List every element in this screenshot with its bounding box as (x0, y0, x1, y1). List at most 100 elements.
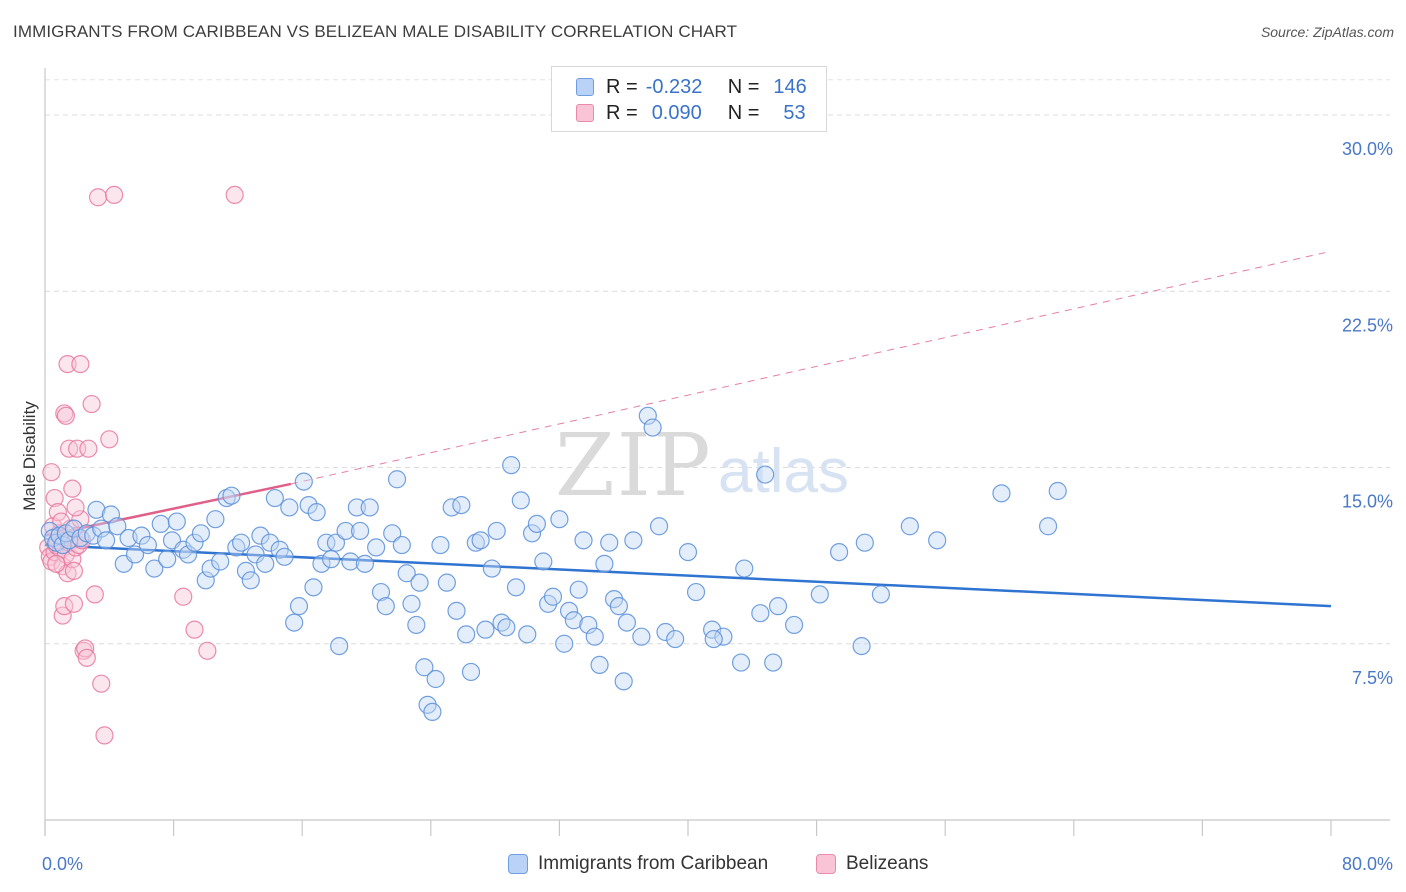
caribbean-point (678, 542, 698, 562)
caribbean-point (487, 521, 506, 541)
caribbean-point (101, 505, 121, 524)
bottom-legend-belizeans: Belizeans (816, 852, 928, 876)
caribbean-point (145, 559, 164, 578)
belizeans-point (88, 188, 108, 207)
caribbean-point (585, 627, 604, 646)
caribbean-point (703, 620, 722, 639)
belizeans-trend-extension (290, 250, 1332, 485)
belizeans-point (225, 185, 244, 204)
caribbean-point (614, 672, 633, 691)
belizeans-point (77, 648, 96, 667)
caribbean-point (211, 552, 230, 571)
belizeans-point (66, 498, 85, 517)
belizeans-points (39, 185, 244, 745)
belizeans-point (92, 674, 111, 693)
belizeans-point (105, 185, 124, 204)
caribbean-point (852, 636, 871, 656)
belizeans-point (82, 394, 101, 414)
axes (44, 68, 1390, 836)
caribbean-point (294, 472, 313, 491)
caribbean-point (534, 552, 553, 571)
belizeans-point (42, 463, 61, 482)
caribbean-point (341, 552, 360, 571)
caribbean-point (317, 533, 336, 552)
caribbean-point (431, 535, 450, 555)
caribbean-point (387, 470, 407, 489)
caribbean-point (304, 578, 323, 597)
bottom-legend-swatch-blue (508, 854, 528, 874)
caribbean-point (256, 554, 275, 573)
caribbean-point (196, 571, 215, 590)
y-axis-label: Male Disability (20, 401, 39, 511)
legend-row-belizeans: R = 0.090 N = 53 (576, 101, 806, 125)
caribbean-point (731, 653, 751, 672)
legend-r-label: R = (606, 101, 638, 124)
belizeans-point (64, 561, 84, 581)
caribbean-point (371, 582, 391, 602)
bottom-legend-label: Belizeans (846, 853, 929, 874)
legend-n-label: N = (727, 75, 760, 98)
caribbean-trend-solid (44, 543, 1332, 608)
chart-title: IMMIGRANTS FROM CARIBBEAN VS BELIZEAN MA… (13, 22, 738, 41)
caribbean-point (201, 559, 220, 578)
caribbean-point (649, 517, 669, 536)
caribbean-point (407, 615, 426, 635)
caribbean-point (550, 510, 569, 529)
belizeans-point (79, 439, 98, 458)
legend-swatch-blue (576, 78, 594, 96)
belizeans-point (56, 406, 75, 425)
caribbean-point (643, 418, 662, 437)
belizeans-point (85, 585, 104, 604)
belizeans-point (58, 355, 77, 374)
caribbean-point (559, 601, 579, 620)
caribbean-point (285, 613, 304, 632)
caribbean-point (125, 545, 145, 564)
belizeans-point (185, 620, 204, 639)
legend-n-label: N = (727, 101, 760, 124)
caribbean-point (167, 512, 186, 531)
caribbean-point (260, 533, 280, 552)
caribbean-point (392, 535, 411, 555)
caribbean-point (376, 597, 395, 616)
caribbean-point (280, 498, 299, 517)
caribbean-point (307, 503, 326, 522)
caribbean-point (60, 531, 79, 550)
y-tick-label-3: 30.0% (1342, 139, 1393, 159)
caribbean-point (527, 514, 546, 534)
caribbean-point (574, 531, 593, 550)
caribbean-point (322, 550, 341, 569)
caribbean-point (686, 582, 706, 602)
caribbean-point (871, 585, 891, 604)
caribbean-point (617, 613, 637, 632)
caribbean-point (132, 526, 151, 545)
caribbean-point (506, 578, 526, 597)
caribbean-point (471, 531, 490, 550)
caribbean-point (312, 554, 331, 573)
caribbean-point (555, 634, 574, 653)
caribbean-point (336, 521, 355, 541)
caribbean-point (350, 521, 370, 541)
x-tick-label-min: 0.0% (42, 854, 83, 874)
belizeans-point (45, 488, 64, 508)
watermark-atlas: atlas (718, 437, 849, 506)
caribbean-point (735, 559, 754, 578)
caribbean-point (784, 615, 804, 635)
caribbean-point (1038, 517, 1058, 536)
caribbean-point (217, 488, 236, 508)
caribbean-point (355, 554, 374, 573)
caribbean-point (756, 465, 775, 484)
legend-r-value: 0.090 (651, 101, 702, 124)
caribbean-point (632, 627, 651, 646)
belizeans-point (64, 594, 84, 613)
caribbean-point (928, 531, 947, 550)
caribbean-point (609, 597, 628, 616)
legend-r-value: -0.232 (645, 75, 703, 98)
caribbean-point (447, 601, 466, 620)
caribbean-point (423, 702, 442, 722)
legend-swatch-pink (576, 104, 594, 122)
caribbean-trend-line (44, 543, 1332, 608)
caribbean-point (326, 533, 346, 552)
caribbean-point (595, 554, 614, 573)
caribbean-point (1048, 481, 1067, 501)
watermark-zip: ZIP (555, 416, 713, 516)
